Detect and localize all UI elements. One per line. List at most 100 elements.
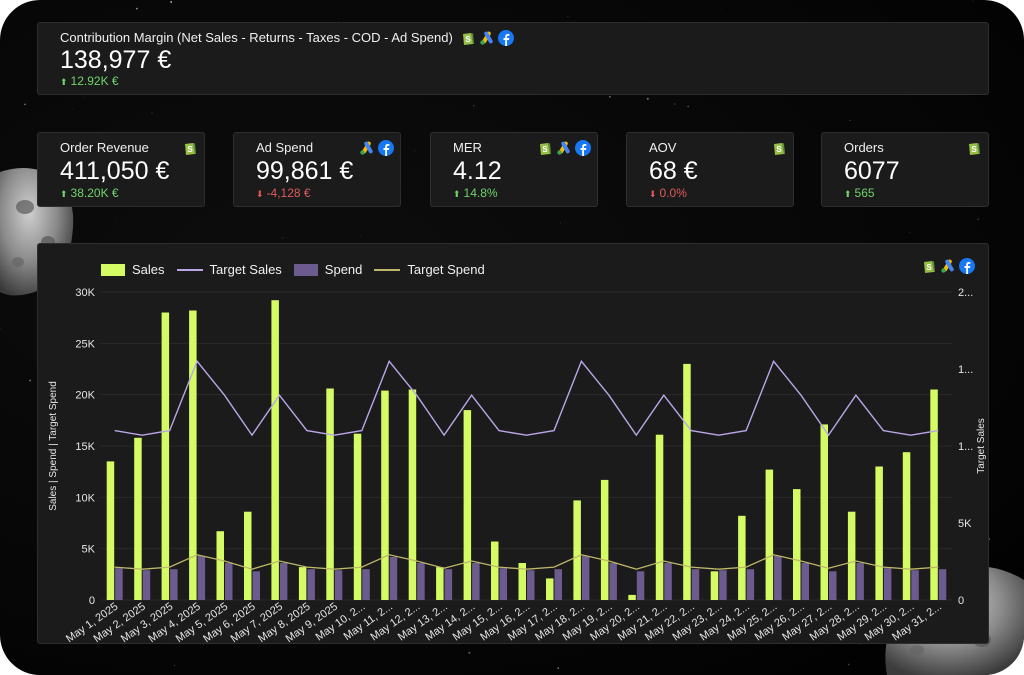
sales-bar[interactable] [655,434,664,600]
spend-bar[interactable] [746,569,755,600]
star [359,236,361,237]
spend-bar[interactable] [499,568,508,600]
sales-bar[interactable] [875,466,883,601]
spend-bar[interactable] [334,570,343,600]
google-ads-icon [556,140,572,156]
star [990,602,992,604]
star [71,108,73,110]
sales-bar[interactable] [793,489,801,600]
spend-bar[interactable] [417,563,425,600]
sales-bar[interactable] [491,541,499,601]
sales-bar[interactable] [216,531,225,600]
spend-bar[interactable] [691,569,700,600]
spend-bar[interactable] [883,568,892,600]
sales-bar[interactable] [271,300,279,600]
legend-item-sales[interactable]: Sales [101,262,165,277]
spend-bar[interactable] [829,571,837,600]
spend-bar[interactable] [581,555,590,600]
sales-bar[interactable] [546,578,554,600]
sales-bar[interactable] [738,515,746,600]
spend-bar[interactable] [252,571,261,600]
sales-bar[interactable] [298,567,307,600]
spend-bar[interactable] [444,569,453,600]
legend-label: Target Spend [407,262,485,277]
sales-bar[interactable] [710,571,719,600]
spend-bar[interactable] [225,563,233,600]
kpi-card-order-revenue[interactable]: Order Revenue S 411,050 € ⬆ 38.20K € [37,132,205,207]
sales-bar[interactable] [628,594,636,600]
spend-bar[interactable] [938,569,947,600]
shopify-icon: S [771,140,787,156]
spend-bar[interactable] [636,571,645,600]
spend-bar[interactable] [719,570,727,600]
sales-bar[interactable] [683,363,691,600]
google-ads-icon [479,30,495,46]
sales-bar[interactable] [381,390,389,600]
sales-bar[interactable] [847,511,856,600]
sales-bar[interactable] [134,437,142,600]
spend-bar[interactable] [801,563,810,600]
sales-bar[interactable] [518,563,527,600]
target-spend-line[interactable] [114,554,939,570]
contribution-margin-card[interactable]: Contribution Margin (Net Sales - Returns… [37,22,989,95]
legend-item-spend[interactable]: Spend [293,262,363,277]
star [559,222,561,224]
spend-bar[interactable] [774,555,782,600]
star [847,663,850,666]
card-delta: ⬆ 38.20K € [60,186,119,200]
sales-bar[interactable] [326,388,334,601]
card-value: 68 € [649,157,698,185]
legend-label: Spend [324,262,363,277]
card-value: 411,050 € [60,157,170,185]
sales-bar[interactable] [902,452,911,600]
sales-bar[interactable] [436,567,444,600]
sales-bar[interactable] [189,310,197,601]
spend-bar[interactable] [389,556,398,600]
spend-bar[interactable] [142,570,151,600]
spend-bar[interactable] [197,555,206,600]
shopify-icon: S [460,30,476,46]
sales-bar[interactable] [930,389,938,601]
sales-bar[interactable] [765,469,774,600]
spend-bar[interactable] [911,570,919,600]
star [151,112,153,114]
spend-bar[interactable] [664,563,672,600]
spend-bar[interactable] [527,570,535,600]
sales-bar[interactable] [573,500,581,600]
spend-bar[interactable] [856,563,864,600]
kpi-card-aov[interactable]: AOV S 68 € ⬇ 0.0% [626,132,794,207]
sales-bar[interactable] [353,433,362,600]
star [646,97,649,100]
spend-bar[interactable] [472,563,480,600]
y-tick-label-right: 0 [958,595,964,607]
facebook-icon [498,30,514,46]
sales-bar[interactable] [161,312,170,601]
y-tick-label-left: 30K [75,287,95,299]
spend-bar[interactable] [279,563,288,600]
spend-bar[interactable] [609,563,617,600]
sales-bar[interactable] [408,389,417,601]
sales-spend-chart-card[interactable]: Sales Target Sales Spend Target Spend S … [37,243,990,645]
spend-bar[interactable] [170,569,178,600]
kpi-card-orders[interactable]: Orders S 6077 ⬆ 565 [821,132,989,207]
kpi-card-ad-spend[interactable]: Ad Spend 99,861 € ⬇ -4,128 € [233,132,401,207]
sales-bar[interactable] [106,461,115,600]
sales-bar[interactable] [244,511,252,600]
legend-item-target-sales[interactable]: Target Sales [176,262,282,277]
star [972,0,974,2]
spend-bar[interactable] [554,569,563,600]
sales-spend-chart[interactable]: 0 5K 10K 15K 20K 25K 30K 0 5K 1... 1... 2... Sales |… [38,244,990,645]
card-title: Contribution Margin (Net Sales - Returns… [60,30,453,45]
sales-bar[interactable] [463,410,472,600]
spend-bar[interactable] [115,568,123,600]
sales-bar[interactable] [820,424,829,600]
target-sales-line[interactable] [114,359,939,437]
sales-bar[interactable] [600,479,609,600]
kpi-card-mer[interactable]: MER S 4.12 ⬆ 14.8% [430,132,598,207]
legend-swatch-sales [101,263,125,276]
spend-bar[interactable] [307,569,315,600]
star [24,103,26,106]
star [977,218,979,220]
spend-bar[interactable] [362,569,370,600]
legend-item-target-spend[interactable]: Target Spend [374,262,485,277]
